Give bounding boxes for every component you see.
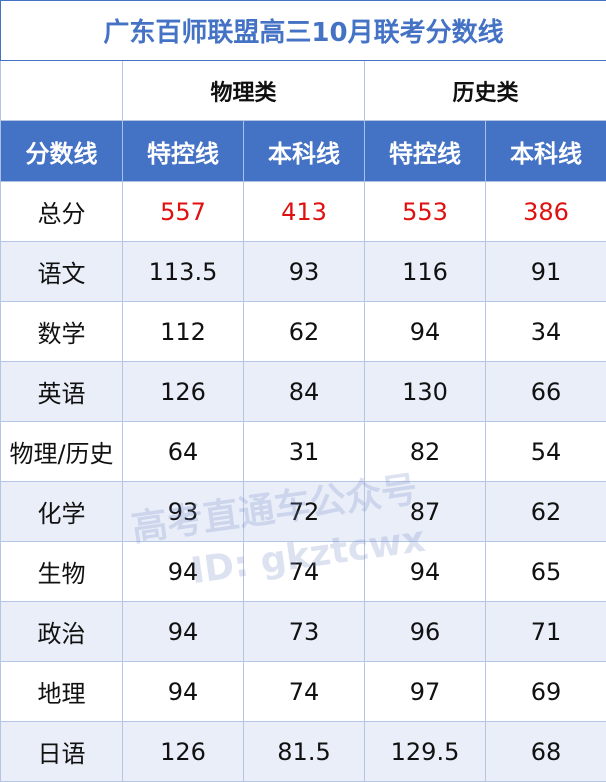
- score-cell: 62: [244, 302, 365, 362]
- subject-cell: 日语: [1, 722, 123, 782]
- score-cell: 65: [486, 542, 606, 602]
- score-cell: 413: [244, 182, 365, 242]
- score-cell: 82: [365, 422, 486, 482]
- score-cell: 94: [123, 542, 244, 602]
- subject-cell: 化学: [1, 482, 123, 542]
- subject-cell: 生物: [1, 542, 123, 602]
- table-title: 广东百师联盟高三10月联考分数线: [1, 1, 606, 61]
- score-cell: 553: [365, 182, 486, 242]
- score-cell: 93: [123, 482, 244, 542]
- subject-cell: 语文: [1, 242, 123, 302]
- subject-cell: 物理/历史: [1, 422, 123, 482]
- score-cell: 97: [365, 662, 486, 722]
- score-cell: 112: [123, 302, 244, 362]
- score-cell: 96: [365, 602, 486, 662]
- score-cell: 126: [123, 362, 244, 422]
- score-cell: 87: [365, 482, 486, 542]
- score-cell: 91: [486, 242, 606, 302]
- empty-cell: [1, 61, 123, 121]
- column-header: 本科线: [244, 121, 365, 182]
- score-cell: 71: [486, 602, 606, 662]
- score-cell: 74: [244, 542, 365, 602]
- score-cell: 31: [244, 422, 365, 482]
- score-cell: 84: [244, 362, 365, 422]
- score-cell: 94: [123, 662, 244, 722]
- score-cell: 64: [123, 422, 244, 482]
- subject-cell: 地理: [1, 662, 123, 722]
- category-physics: 物理类: [123, 61, 365, 121]
- score-cell: 68: [486, 722, 606, 782]
- subject-cell: 英语: [1, 362, 123, 422]
- score-cell: 129.5: [365, 722, 486, 782]
- column-header: 特控线: [123, 121, 244, 182]
- score-cell: 94: [365, 542, 486, 602]
- score-cell: 557: [123, 182, 244, 242]
- score-cell: 74: [244, 662, 365, 722]
- score-cell: 116: [365, 242, 486, 302]
- score-cell: 94: [123, 602, 244, 662]
- score-cell: 66: [486, 362, 606, 422]
- subject-cell: 政治: [1, 602, 123, 662]
- score-cell: 113.5: [123, 242, 244, 302]
- column-header: 本科线: [486, 121, 606, 182]
- category-history: 历史类: [365, 61, 606, 121]
- score-cell: 34: [486, 302, 606, 362]
- subject-cell: 数学: [1, 302, 123, 362]
- score-cell: 126: [123, 722, 244, 782]
- subject-cell: 总分: [1, 182, 123, 242]
- score-cell: 54: [486, 422, 606, 482]
- score-cell: 69: [486, 662, 606, 722]
- score-cell: 62: [486, 482, 606, 542]
- score-cell: 93: [244, 242, 365, 302]
- score-cell: 72: [244, 482, 365, 542]
- score-cell: 94: [365, 302, 486, 362]
- score-cell: 73: [244, 602, 365, 662]
- column-header: 特控线: [365, 121, 486, 182]
- score-cell: 386: [486, 182, 606, 242]
- score-cell: 81.5: [244, 722, 365, 782]
- column-header: 分数线: [1, 121, 123, 182]
- score-cell: 130: [365, 362, 486, 422]
